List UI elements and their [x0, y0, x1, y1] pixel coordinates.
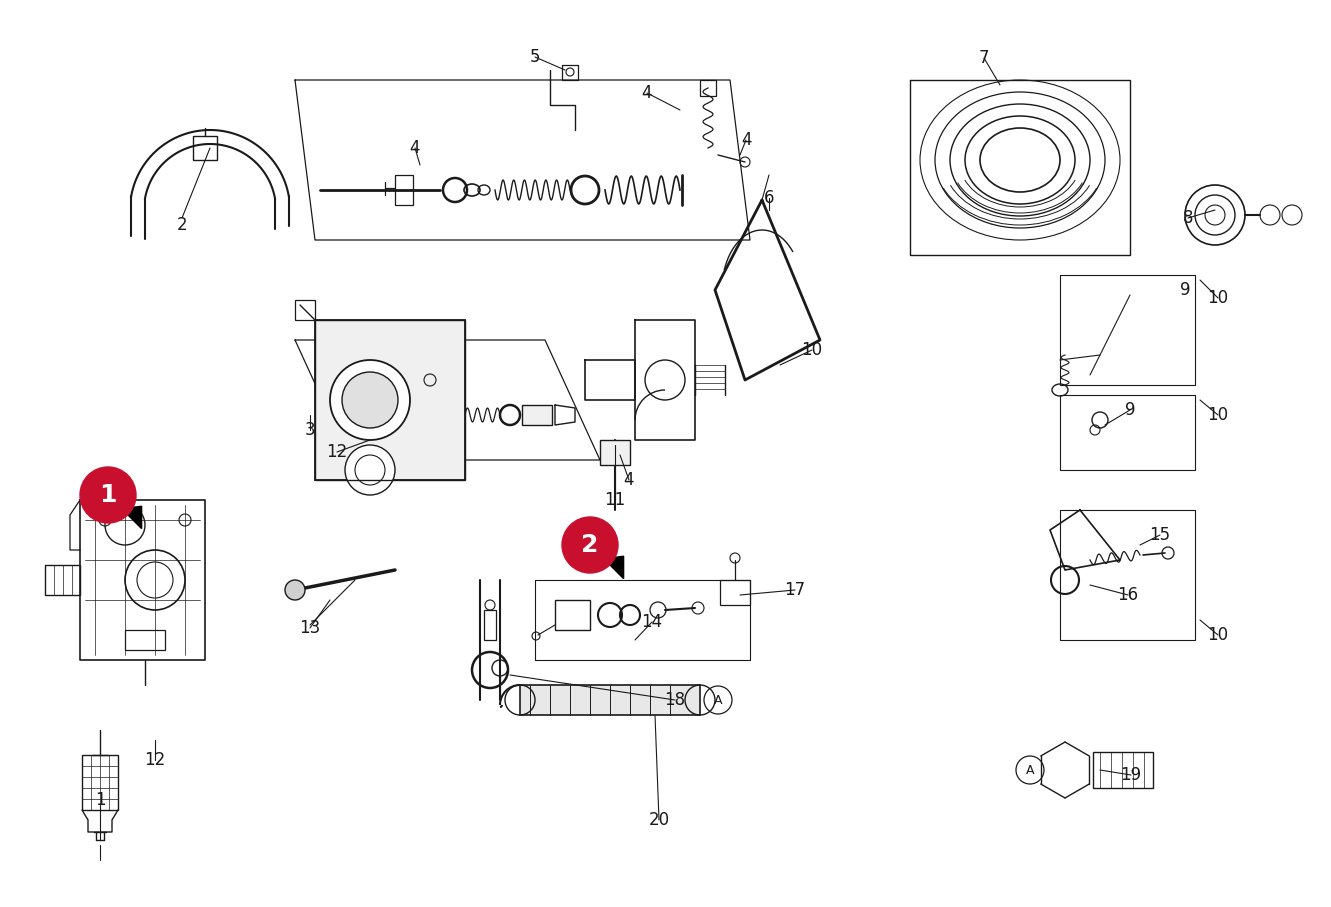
Polygon shape [122, 506, 141, 529]
Bar [1093, 752, 1153, 788]
Text: 2: 2 [177, 216, 188, 234]
Text: 6: 6 [764, 189, 775, 207]
Circle shape [345, 445, 395, 495]
Bar [484, 610, 496, 640]
Bar [520, 685, 700, 715]
Bar [125, 630, 165, 650]
Text: 17: 17 [784, 581, 805, 599]
Text: A: A [1026, 764, 1034, 776]
Text: 10: 10 [1207, 289, 1229, 307]
Text: 20: 20 [648, 811, 669, 829]
Text: 4: 4 [410, 139, 421, 157]
Bar [83, 755, 118, 810]
Text: 12: 12 [144, 751, 165, 769]
Circle shape [330, 360, 410, 440]
Bar [555, 600, 590, 630]
Circle shape [80, 467, 136, 523]
Bar [522, 405, 552, 425]
Text: 12: 12 [326, 443, 347, 461]
Text: A: A [713, 694, 723, 707]
Text: 8: 8 [1183, 209, 1194, 227]
Bar [720, 580, 749, 605]
Text: 15: 15 [1150, 526, 1170, 544]
Text: 19: 19 [1121, 766, 1142, 784]
Bar [315, 320, 465, 480]
Text: 13: 13 [299, 619, 321, 637]
Text: 4: 4 [624, 471, 635, 489]
Text: 1: 1 [95, 791, 105, 809]
Text: 5: 5 [530, 48, 540, 66]
Text: 9: 9 [1125, 401, 1135, 419]
Circle shape [285, 580, 305, 600]
Bar [295, 300, 315, 320]
Text: 4: 4 [741, 131, 751, 149]
Text: 2: 2 [582, 533, 599, 557]
Polygon shape [604, 556, 624, 579]
Text: 3: 3 [305, 421, 315, 439]
Text: 11: 11 [604, 491, 626, 509]
Text: 10: 10 [1207, 406, 1229, 424]
Text: 4: 4 [642, 84, 652, 102]
Text: 9: 9 [1179, 281, 1190, 299]
Bar [45, 565, 80, 595]
Bar [700, 80, 716, 96]
Text: 10: 10 [801, 341, 823, 359]
Bar [315, 320, 465, 480]
Text: 18: 18 [664, 691, 685, 709]
Bar [395, 175, 413, 205]
Circle shape [492, 660, 508, 676]
Circle shape [562, 517, 618, 573]
Text: 1: 1 [100, 483, 117, 507]
Bar [600, 440, 630, 465]
Text: 16: 16 [1118, 586, 1138, 604]
Text: 10: 10 [1207, 626, 1229, 644]
Bar [193, 136, 217, 160]
Text: 14: 14 [642, 613, 663, 631]
Circle shape [342, 372, 398, 428]
Text: 7: 7 [978, 49, 989, 67]
